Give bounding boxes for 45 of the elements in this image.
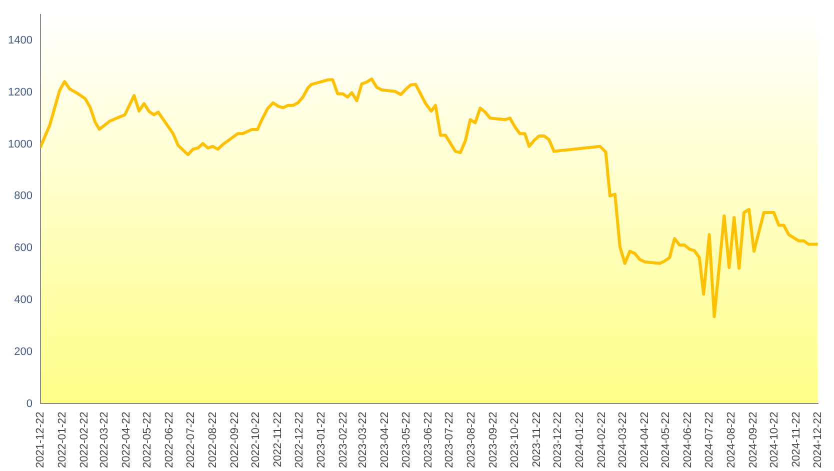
x-tick-label: 2022-03-22 (98, 412, 110, 468)
x-tick-label: 2023-12-22 (552, 412, 564, 468)
y-tick-label: 0 (26, 398, 32, 410)
x-tick-label: 2023-06-22 (422, 412, 434, 468)
x-tick-label: 2022-04-22 (120, 412, 132, 468)
x-tick-label: 2022-06-22 (164, 412, 176, 468)
y-tick-label: 1000 (8, 138, 32, 150)
x-tick-label: 2023-03-22 (357, 412, 370, 468)
x-tick-label: 2023-10-22 (508, 412, 521, 468)
y-tick-label: 800 (14, 190, 32, 202)
y-tick-label: 400 (14, 294, 32, 306)
x-tick-label: 2022-05-22 (142, 412, 154, 468)
x-tick-label: 2022-01-22 (56, 412, 68, 468)
x-tick-label: 2024-01-22 (574, 412, 586, 468)
x-tick-label: 2024-05-22 (660, 412, 672, 468)
y-tick-label: 200 (14, 346, 32, 358)
y-tick-label: 1400 (8, 34, 32, 47)
x-tick-label: 2022-12-22 (293, 412, 306, 468)
x-tick-label: 2023-09-22 (488, 412, 500, 468)
x-tick-label: 2023-01-22 (315, 412, 328, 468)
x-tick-label: 2024-04-22 (638, 412, 651, 468)
x-tick-label: 2022-02-22 (78, 412, 90, 468)
y-tick-label: 1200 (8, 86, 32, 98)
x-tick-label: 2023-05-22 (400, 412, 412, 468)
y-tick-label: 600 (14, 242, 32, 254)
x-tick-label: 2021-12-22 (34, 412, 46, 468)
x-tick-label: 2023-04-22 (379, 412, 392, 468)
x-tick-label: 2023-08-22 (466, 412, 478, 468)
x-tick-label: 2022-07-22 (184, 412, 197, 468)
x-tick-label: 2024-06-22 (682, 412, 694, 468)
x-tick-label: 2024-09-22 (747, 412, 760, 468)
x-tick-label: 2022-08-22 (206, 412, 219, 468)
x-tick-label: 2022-09-22 (228, 412, 241, 468)
x-tick-label: 2022-11-22 (272, 412, 284, 468)
x-tick-label: 2024-08-22 (725, 412, 738, 468)
x-tick-label: 2024-07-22 (703, 412, 716, 468)
x-tick-label: 2024-10-22 (768, 412, 781, 468)
x-tick-label: 2023-07-22 (444, 412, 456, 468)
x-tick-label: 2023-11-22 (530, 412, 543, 468)
x-tick-label: 2023-02-22 (337, 412, 350, 468)
x-tick-label: 2024-03-22 (616, 412, 629, 468)
x-tick-label: 2024-02-22 (596, 412, 608, 468)
x-tick-label: 2022-10-22 (250, 412, 262, 468)
x-tick-label: 2024-11-22 (790, 412, 803, 468)
x-tick-label: 2024-12-22 (812, 412, 824, 468)
